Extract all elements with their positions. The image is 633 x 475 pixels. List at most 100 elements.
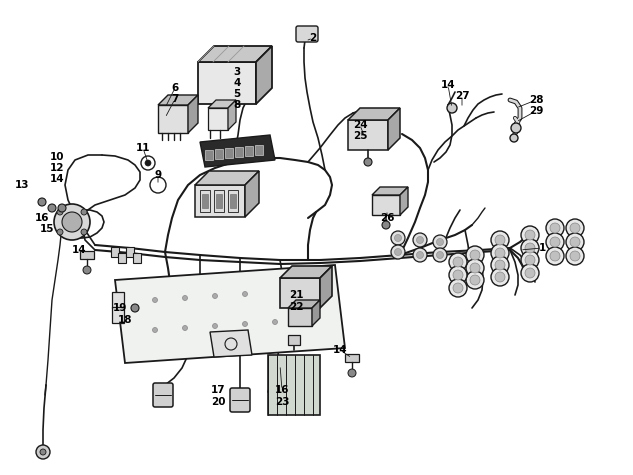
Circle shape xyxy=(58,204,66,212)
Polygon shape xyxy=(288,308,312,326)
Text: 3: 3 xyxy=(234,67,241,77)
Circle shape xyxy=(62,212,82,232)
Circle shape xyxy=(453,257,463,267)
Circle shape xyxy=(521,264,539,282)
Text: 27: 27 xyxy=(454,91,469,101)
Bar xyxy=(112,292,124,308)
Polygon shape xyxy=(115,265,345,363)
Text: 21: 21 xyxy=(289,290,303,300)
Circle shape xyxy=(81,229,87,235)
Polygon shape xyxy=(200,135,275,167)
Text: 14: 14 xyxy=(72,245,86,255)
Bar xyxy=(112,307,124,323)
Polygon shape xyxy=(268,355,320,415)
Bar xyxy=(288,335,300,345)
Text: 10: 10 xyxy=(50,152,65,162)
Text: 13: 13 xyxy=(15,180,29,190)
Circle shape xyxy=(550,251,560,261)
Polygon shape xyxy=(245,171,259,217)
Circle shape xyxy=(491,268,509,286)
Circle shape xyxy=(491,231,509,249)
FancyBboxPatch shape xyxy=(296,26,318,42)
Circle shape xyxy=(81,209,87,215)
Circle shape xyxy=(433,248,447,262)
Polygon shape xyxy=(188,95,198,133)
Circle shape xyxy=(566,219,584,237)
Polygon shape xyxy=(195,185,245,217)
Text: 26: 26 xyxy=(380,213,394,223)
Circle shape xyxy=(449,279,467,297)
Circle shape xyxy=(495,272,505,282)
Text: 18: 18 xyxy=(118,315,132,325)
Bar xyxy=(230,194,236,208)
Polygon shape xyxy=(210,330,252,357)
Polygon shape xyxy=(348,120,388,150)
Circle shape xyxy=(433,235,447,249)
Text: 6: 6 xyxy=(172,83,179,93)
Circle shape xyxy=(413,233,427,247)
Text: 5: 5 xyxy=(234,89,241,99)
Circle shape xyxy=(242,292,248,296)
Circle shape xyxy=(470,250,480,260)
Bar xyxy=(118,253,126,263)
Text: 29: 29 xyxy=(529,106,543,116)
Circle shape xyxy=(57,229,63,235)
Circle shape xyxy=(525,243,535,253)
Circle shape xyxy=(394,248,401,256)
Text: 22: 22 xyxy=(289,302,303,312)
Circle shape xyxy=(153,327,158,332)
Bar xyxy=(255,145,263,155)
Circle shape xyxy=(48,204,56,212)
Circle shape xyxy=(182,325,187,331)
Circle shape xyxy=(182,295,187,301)
Text: 14: 14 xyxy=(49,174,65,184)
Circle shape xyxy=(521,239,539,257)
Circle shape xyxy=(413,248,427,262)
Circle shape xyxy=(491,244,509,262)
Circle shape xyxy=(449,266,467,284)
Text: 23: 23 xyxy=(275,397,289,407)
Circle shape xyxy=(437,238,444,246)
Polygon shape xyxy=(158,105,188,133)
Circle shape xyxy=(525,268,535,278)
Circle shape xyxy=(470,275,480,285)
Polygon shape xyxy=(228,100,236,130)
Circle shape xyxy=(550,237,560,247)
Circle shape xyxy=(495,260,505,270)
Circle shape xyxy=(453,283,463,293)
Circle shape xyxy=(491,256,509,274)
Circle shape xyxy=(525,255,535,265)
Circle shape xyxy=(570,237,580,247)
Circle shape xyxy=(511,123,521,133)
Text: 16: 16 xyxy=(35,213,49,223)
Text: 2: 2 xyxy=(310,33,316,43)
Circle shape xyxy=(54,204,90,240)
Circle shape xyxy=(131,304,139,312)
Polygon shape xyxy=(198,46,272,62)
Circle shape xyxy=(447,103,457,113)
Circle shape xyxy=(546,247,564,265)
Polygon shape xyxy=(280,266,332,278)
Circle shape xyxy=(521,251,539,269)
Circle shape xyxy=(57,209,63,215)
Polygon shape xyxy=(208,108,228,130)
Polygon shape xyxy=(198,62,256,104)
Text: 19: 19 xyxy=(113,303,127,313)
Circle shape xyxy=(36,445,50,459)
Polygon shape xyxy=(195,171,259,185)
Text: 20: 20 xyxy=(211,397,225,407)
Circle shape xyxy=(382,221,390,229)
Circle shape xyxy=(213,294,218,298)
Bar xyxy=(216,194,222,208)
Circle shape xyxy=(566,233,584,251)
Text: 4: 4 xyxy=(234,78,241,88)
Circle shape xyxy=(453,270,463,280)
Text: 9: 9 xyxy=(154,170,161,180)
Text: 1: 1 xyxy=(539,243,546,253)
Circle shape xyxy=(570,251,580,261)
Bar xyxy=(80,251,94,259)
Circle shape xyxy=(145,160,151,166)
Circle shape xyxy=(437,251,444,258)
Polygon shape xyxy=(320,266,332,308)
Circle shape xyxy=(348,369,356,377)
